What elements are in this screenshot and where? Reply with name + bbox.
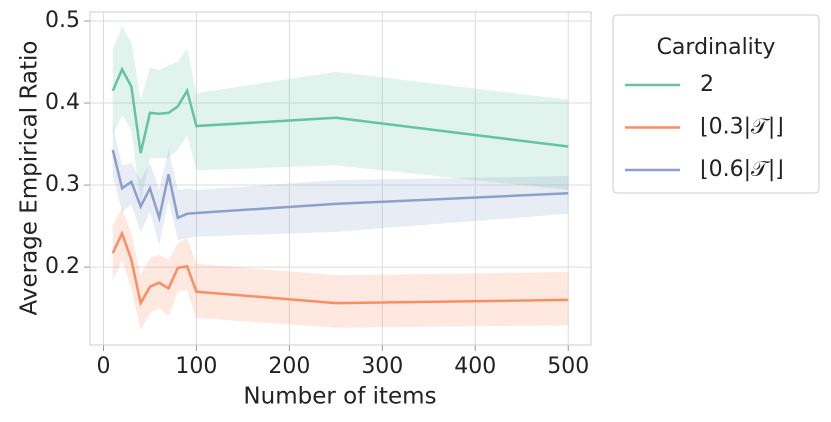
y-axis-label: Average Empirical Ratio bbox=[17, 40, 43, 315]
confidence-band bbox=[112, 125, 569, 245]
x-axis-label: Number of items bbox=[243, 384, 436, 410]
confidence-band bbox=[112, 26, 569, 204]
y-tick-label: 0.5 bbox=[45, 8, 80, 33]
legend-label: ⌊0.3|𝒯|⌋ bbox=[700, 115, 784, 140]
x-tick-label: 300 bbox=[361, 354, 403, 379]
line bbox=[111, 149, 569, 223]
legend-title: Cardinality bbox=[657, 35, 776, 60]
x-tick-label: 400 bbox=[454, 354, 496, 379]
x-tick-label: 100 bbox=[175, 354, 217, 379]
y-tick-label: 0.2 bbox=[45, 254, 80, 279]
y-tick-label: 0.4 bbox=[45, 90, 80, 115]
legend-label: ⌊0.6|𝒯|⌋ bbox=[700, 157, 784, 182]
line bbox=[111, 66, 569, 154]
x-tick-label: 200 bbox=[268, 354, 310, 379]
line bbox=[111, 230, 569, 307]
x-tick-label: 500 bbox=[547, 354, 589, 379]
legend-label: 2 bbox=[700, 72, 714, 97]
plot-frame bbox=[89, 11, 592, 346]
y-tick-label: 0.3 bbox=[45, 172, 80, 197]
x-tick-label: 0 bbox=[96, 354, 110, 379]
confidence-band bbox=[112, 208, 569, 331]
legend-box bbox=[612, 14, 820, 194]
